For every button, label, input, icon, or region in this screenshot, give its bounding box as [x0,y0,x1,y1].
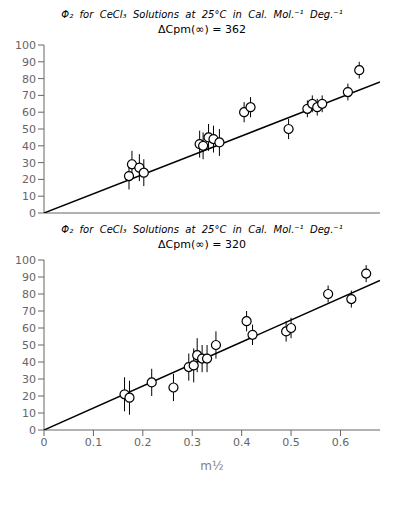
svg-text:40: 40 [22,356,36,369]
svg-text:0.2: 0.2 [134,436,152,449]
html-text:ΔCpm(∞) = 362: ΔCpm(∞) = 362 [158,23,246,36]
html-text:ΔCpm(∞) = 320: ΔCpm(∞) = 320 [158,238,246,251]
svg-text:80: 80 [22,288,36,301]
svg-text:0: 0 [41,436,48,449]
svg-text:70: 70 [22,305,36,318]
svg-text:60: 60 [22,322,36,335]
svg-text:90: 90 [22,56,36,69]
svg-text:0.5: 0.5 [282,436,300,449]
svg-text:0: 0 [29,207,36,220]
svg-text:30: 30 [22,157,36,170]
svg-text:90: 90 [22,271,36,284]
svg-text:100: 100 [15,39,36,52]
svg-text:40: 40 [22,140,36,153]
html-text:Φ₂ for CeCl₃ Solutions at 25°C: Φ₂ for CeCl₃ Solutions at 25°C in Cal. M… [61,9,343,20]
svg-text:10: 10 [22,190,36,203]
svg-text:0.4: 0.4 [233,436,251,449]
svg-text:60: 60 [22,106,36,119]
svg-text:50: 50 [22,123,36,136]
svg-text:0.6: 0.6 [332,436,350,449]
svg-text:0.3: 0.3 [183,436,201,449]
html-text:Φ₂ for CeCl₃ Solutions at 25°C: Φ₂ for CeCl₃ Solutions at 25°C in Cal. M… [61,224,343,235]
svg-text:70: 70 [22,89,36,102]
svg-text:10: 10 [22,407,36,420]
svg-text:50: 50 [22,339,36,352]
svg-text:100: 100 [15,254,36,267]
svg-text:80: 80 [22,73,36,86]
svg-text:30: 30 [22,373,36,386]
svg-text:20: 20 [22,390,36,403]
svg-text:0.1: 0.1 [85,436,103,449]
svg-text:0: 0 [29,424,36,437]
svg-text:20: 20 [22,173,36,186]
svg-text:m½: m½ [200,459,223,473]
